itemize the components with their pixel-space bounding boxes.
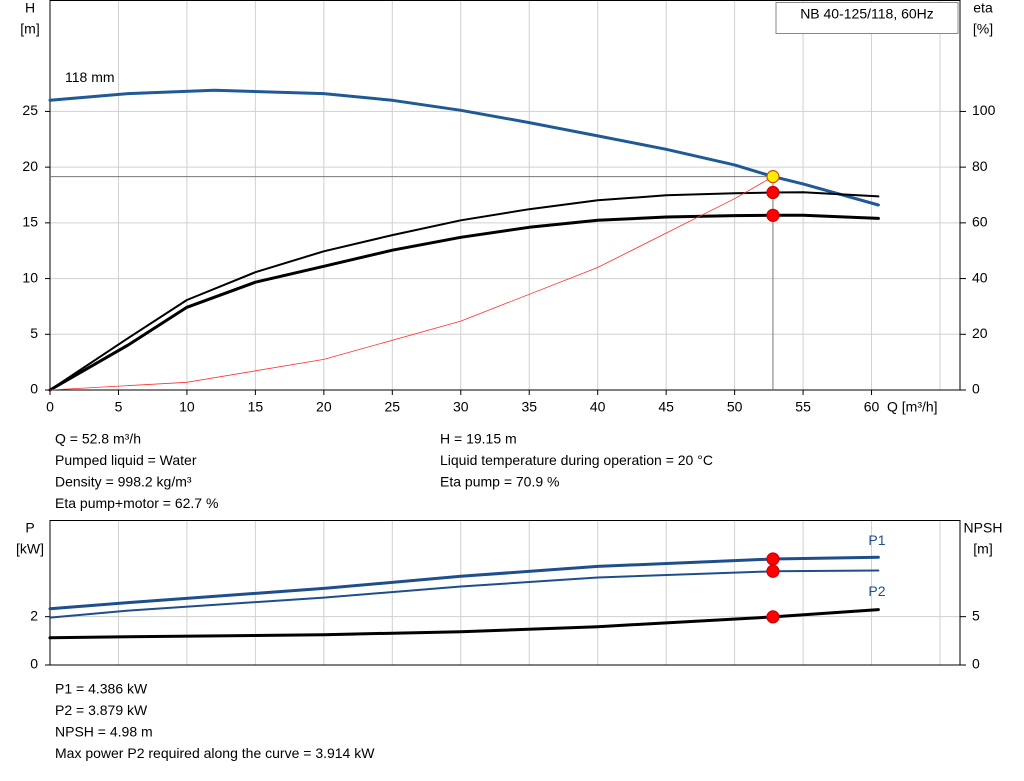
info-line: Pumped liquid = Water: [55, 452, 197, 468]
curve: [49, 569, 880, 619]
chart-title: NB 40-125/118, 60Hz: [800, 6, 934, 22]
info-line: NPSH = 4.98 m: [55, 724, 153, 740]
y2-axis-label: eta: [973, 0, 993, 16]
y-axis-label: [kW]: [16, 541, 44, 557]
curve-label: P1: [868, 532, 885, 548]
info-line: P2 = 3.879 kW: [55, 702, 148, 718]
x-tick-label: 30: [453, 399, 469, 415]
operating-point: [766, 552, 780, 566]
y2-tick-label: 0: [972, 381, 980, 397]
curve-label: 118 mm: [65, 69, 115, 85]
operating-point: [766, 208, 780, 222]
info-line: Q = 52.8 m³/h: [55, 431, 141, 447]
y-axis-label: H: [25, 0, 35, 16]
curve: [48, 608, 880, 640]
x-tick-label: 10: [179, 399, 195, 415]
operating-point: [766, 170, 780, 184]
x-tick-label: 35: [521, 399, 537, 415]
curve: [49, 191, 880, 391]
x-tick-label: 40: [590, 399, 606, 415]
curve: [49, 176, 774, 391]
x-tick-label: 0: [46, 399, 54, 415]
plot-frame: [49, 0, 961, 391]
title-box: [775, 2, 959, 34]
curve: [48, 213, 880, 392]
y2-tick-label: 20: [972, 325, 988, 341]
y-tick-label: 25: [22, 102, 38, 118]
y-tick-label: 20: [22, 158, 38, 174]
plot-frame: [49, 520, 961, 666]
x-tick-label: 25: [385, 399, 401, 415]
x-tick-label: 15: [248, 399, 264, 415]
x-tick-label: 45: [658, 399, 674, 415]
y2-tick-label: 100: [972, 102, 996, 118]
info-line: Max power P2 required along the curve = …: [55, 745, 375, 761]
y-tick-label: 0: [30, 656, 38, 672]
y-tick-label: 5: [30, 325, 38, 341]
x-tick-label: 50: [727, 399, 743, 415]
x-tick-label: 20: [316, 399, 332, 415]
info-line: Eta pump = 70.9 %: [440, 474, 559, 490]
curve: [48, 555, 880, 611]
x-tick-label: 55: [795, 399, 811, 415]
y2-tick-label: 80: [972, 158, 988, 174]
y2-axis-label: NPSH: [964, 520, 1003, 536]
x-tick-label: 5: [115, 399, 123, 415]
y2-tick-label: 5: [972, 607, 980, 623]
operating-point: [766, 185, 780, 200]
operating-point: [766, 610, 780, 624]
y-axis-label: P: [25, 520, 34, 536]
y2-axis-label: [%]: [973, 21, 993, 37]
x-tick-label: 60: [864, 399, 880, 415]
y-tick-label: 0: [30, 381, 38, 397]
curve-label: P2: [868, 583, 885, 599]
info-line: H = 19.15 m: [440, 431, 517, 447]
y-axis-label: [m]: [20, 21, 39, 37]
y2-axis-label: [m]: [973, 541, 992, 557]
y2-tick-label: 0: [972, 656, 980, 672]
operating-point: [766, 564, 780, 578]
y2-tick-label: 60: [972, 214, 988, 230]
y-tick-label: 10: [22, 269, 38, 285]
y2-tick-label: 40: [972, 269, 988, 285]
info-line: P1 = 4.386 kW: [55, 681, 148, 697]
info-line: Density = 998.2 kg/m³: [55, 474, 192, 490]
info-line: Liquid temperature during operation = 20…: [440, 452, 713, 468]
info-line: Eta pump+motor = 62.7 %: [55, 495, 218, 511]
y-tick-label: 2: [30, 607, 38, 623]
x-axis-label: Q [m³/h]: [887, 399, 938, 415]
y-tick-label: 15: [22, 214, 38, 230]
